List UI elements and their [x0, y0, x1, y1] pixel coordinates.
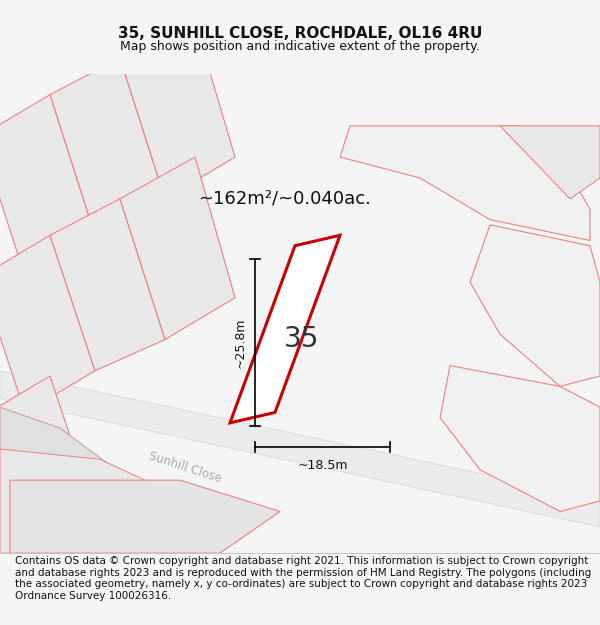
Polygon shape	[0, 371, 600, 527]
Text: 35: 35	[284, 326, 320, 354]
Polygon shape	[0, 408, 130, 553]
Polygon shape	[0, 235, 95, 412]
Polygon shape	[230, 235, 340, 423]
Polygon shape	[0, 94, 95, 277]
Polygon shape	[340, 126, 590, 241]
Text: Sunhill Close: Sunhill Close	[147, 450, 223, 486]
Text: Map shows position and indicative extent of the property.: Map shows position and indicative extent…	[120, 40, 480, 53]
Polygon shape	[440, 366, 600, 511]
Text: 35, SUNHILL CLOSE, ROCHDALE, OL16 4RU: 35, SUNHILL CLOSE, ROCHDALE, OL16 4RU	[118, 26, 482, 41]
Polygon shape	[120, 22, 235, 199]
Polygon shape	[10, 480, 280, 553]
Polygon shape	[0, 376, 95, 553]
Polygon shape	[470, 225, 600, 386]
Polygon shape	[0, 449, 190, 553]
Polygon shape	[500, 126, 600, 199]
Polygon shape	[50, 199, 165, 371]
Polygon shape	[50, 58, 165, 235]
Text: ~25.8m: ~25.8m	[234, 318, 247, 368]
Text: ~18.5m: ~18.5m	[297, 459, 348, 472]
Polygon shape	[120, 157, 235, 339]
Text: Contains OS data © Crown copyright and database right 2021. This information is : Contains OS data © Crown copyright and d…	[15, 556, 591, 601]
Text: ~162m²/~0.040ac.: ~162m²/~0.040ac.	[199, 190, 371, 208]
